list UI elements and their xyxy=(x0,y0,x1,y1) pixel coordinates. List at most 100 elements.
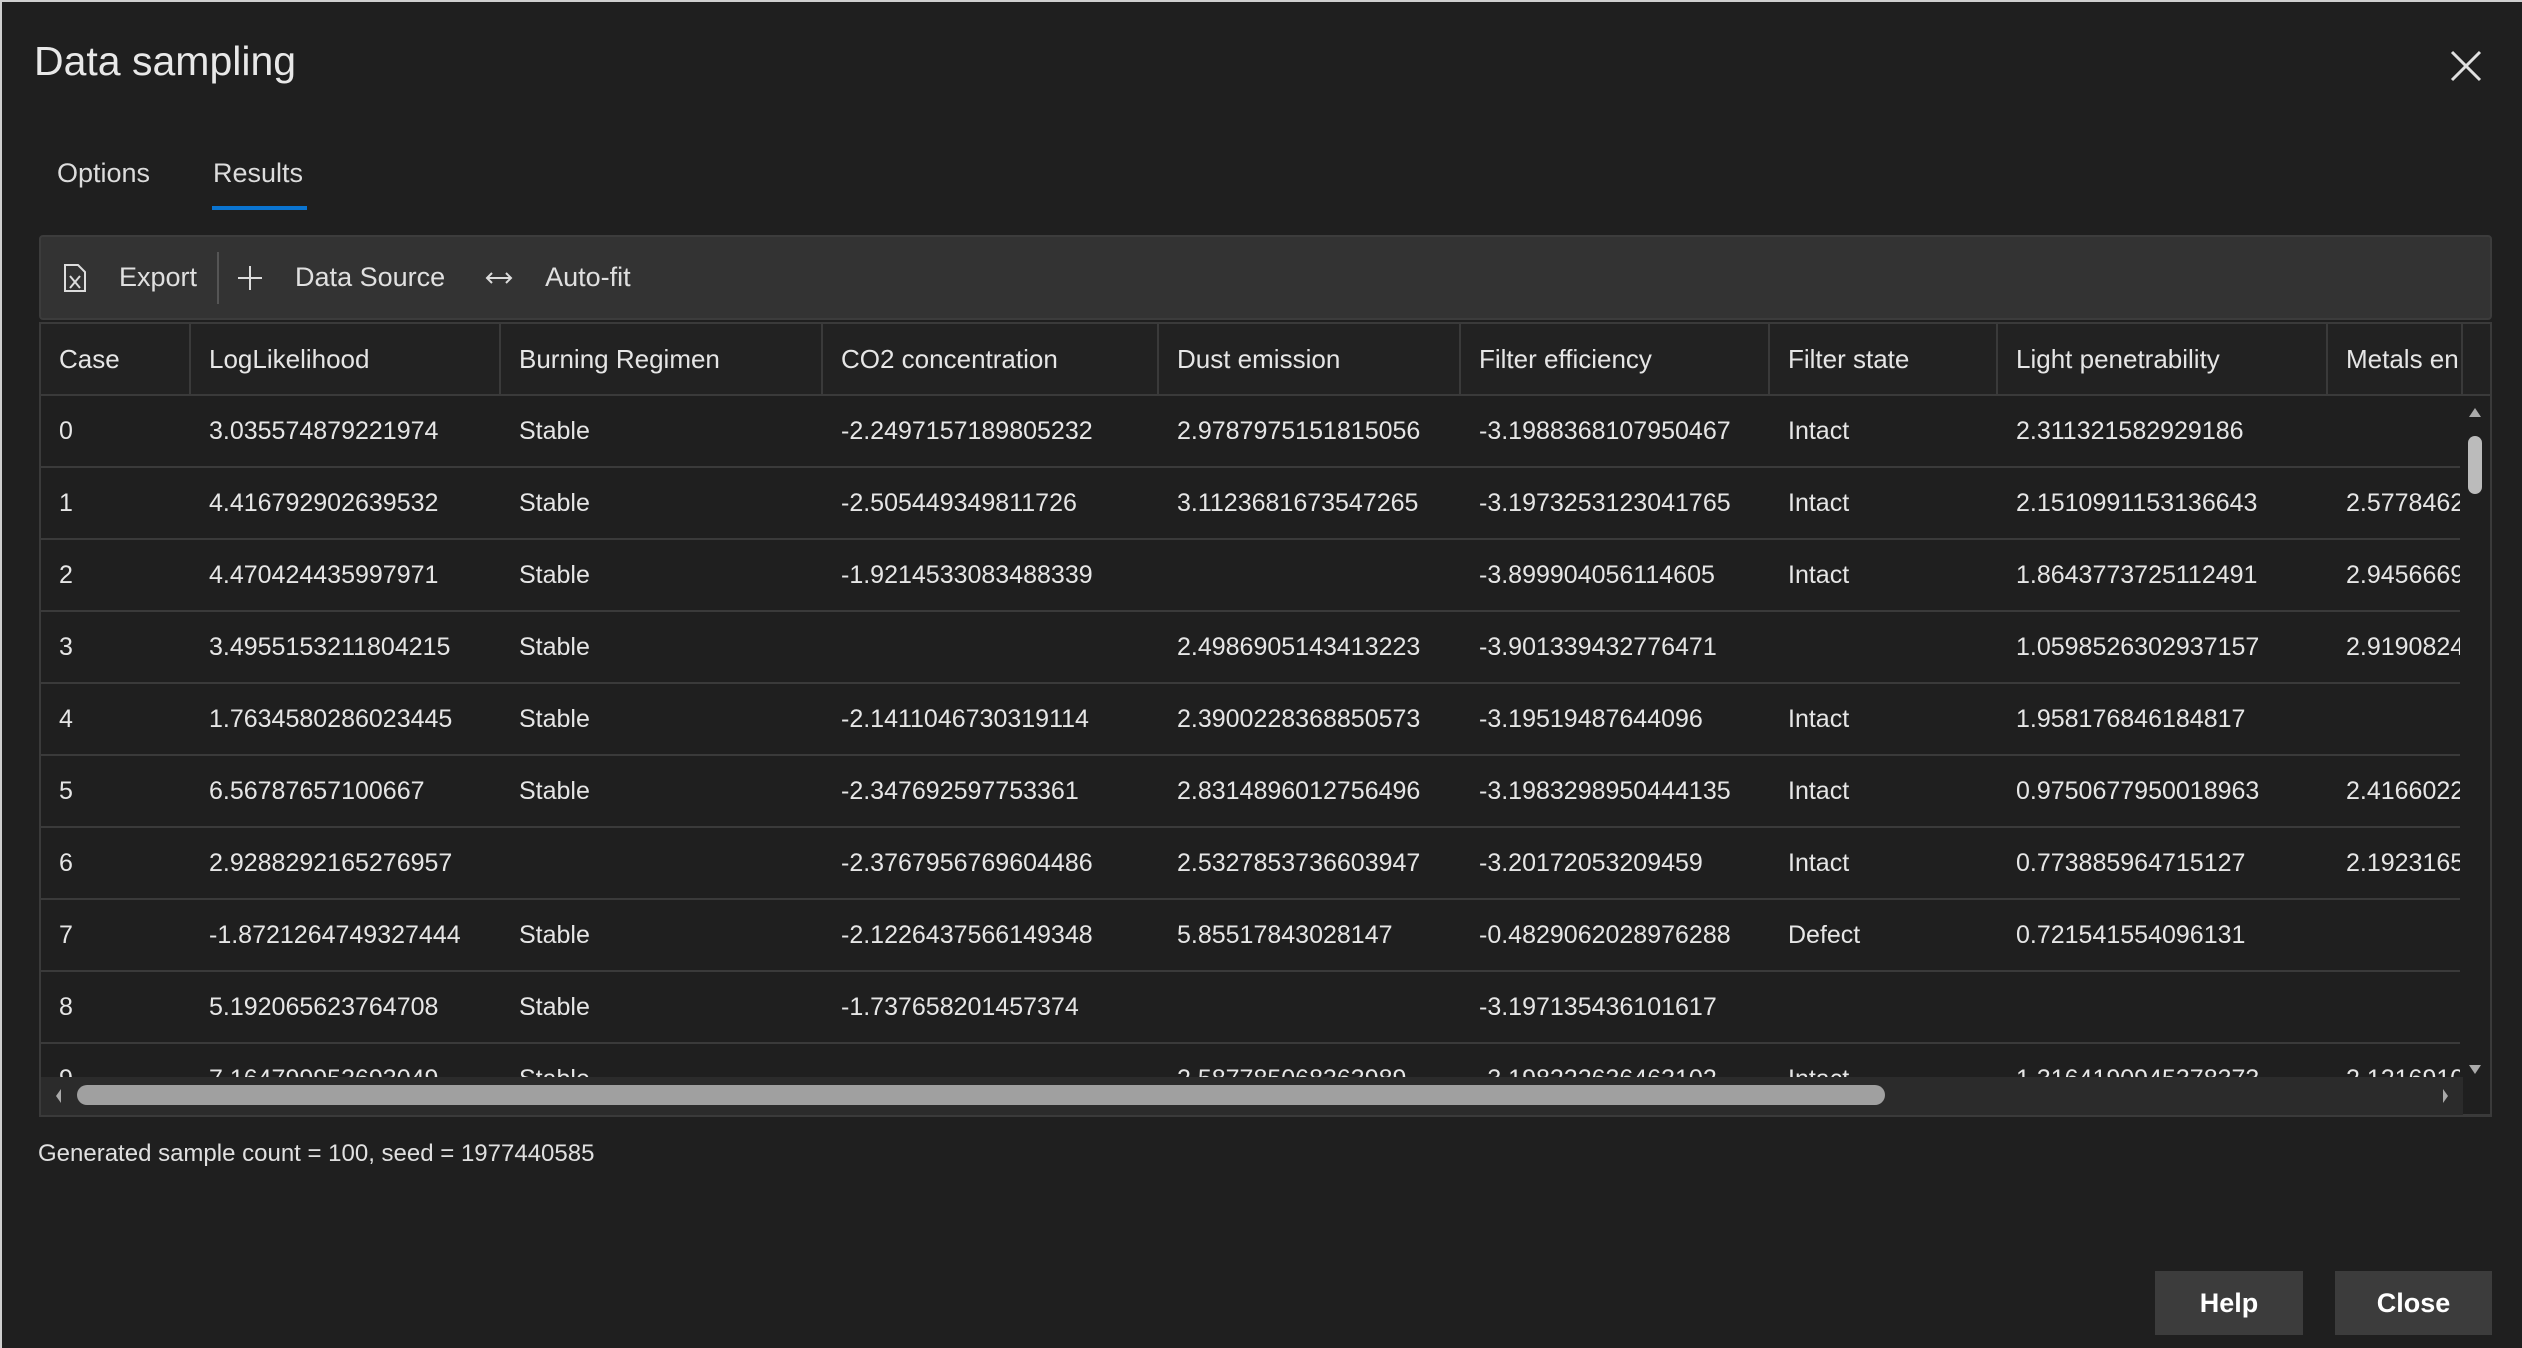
horizontal-arrows-icon xyxy=(485,271,513,284)
table-cell: -1.8721264749327444 xyxy=(209,920,461,949)
table-cell: 3 xyxy=(59,632,73,661)
table-row[interactable]: 6 2.9288292165276957 -2.3767956769604486 2.… xyxy=(41,828,2490,900)
column-header[interactable]: CO2 concentration xyxy=(823,324,1159,394)
table-cell xyxy=(2328,972,2463,1042)
table-cell: 3.035574879221974 xyxy=(209,416,439,445)
table-cell: -3.20172053209459 xyxy=(1479,848,1703,877)
table-cell xyxy=(2328,396,2463,466)
table-cell: 7 xyxy=(59,920,73,949)
table-cell: -3.1988368107950467 xyxy=(1479,416,1731,445)
table-cell: 2.9456669 xyxy=(2346,560,2463,589)
table-cell: 4.470424435997971 xyxy=(209,560,439,589)
table-cell: Defect xyxy=(1788,920,1861,949)
table-cell: 6.56787657100667 xyxy=(209,776,425,805)
toolbar: Export Data Source Auto-fit xyxy=(39,235,2492,320)
export-label: Export xyxy=(119,262,198,292)
table-cell: -1.9214533083488339 xyxy=(841,560,1093,589)
table-cell: -2.2497157189805232 xyxy=(841,416,1093,445)
table-cell: 8 xyxy=(59,992,73,1021)
auto-fit-button[interactable]: Auto-fit xyxy=(485,237,631,318)
table-cell xyxy=(1159,972,1461,1042)
table-cell: 1.8643773725112491 xyxy=(2016,560,2258,589)
table-cell: 2.1510991153136643 xyxy=(2016,488,2258,517)
table-cell: -3.1983298950444135 xyxy=(1479,776,1731,805)
column-header[interactable]: Filter state xyxy=(1770,324,1998,394)
column-header[interactable]: Light penetrability xyxy=(1998,324,2328,394)
excel-file-icon xyxy=(64,263,86,292)
table-cell: -3.19519487644096 xyxy=(1479,704,1703,733)
table-cell: 2.5778462 xyxy=(2346,488,2463,517)
table-cell: 2 xyxy=(59,560,73,589)
table-cell: -1.737658201457374 xyxy=(841,992,1079,1021)
table-cell xyxy=(1770,972,1998,1042)
table-cell: Stable xyxy=(519,632,590,661)
table-cell: 0.9750677950018963 xyxy=(2016,776,2260,805)
table-cell: Intact xyxy=(1788,776,1850,805)
table-cell: -3.1973253123041765 xyxy=(1479,488,1731,517)
table-cell: -0.4829062028976288 xyxy=(1479,920,1731,949)
table-cell: 2.3900228368850573 xyxy=(1177,704,1421,733)
table-row[interactable]: 5 6.56787657100667 Stable -2.34769259775336… xyxy=(41,756,2490,828)
table-cell: Intact xyxy=(1788,704,1850,733)
table-row[interactable]: 0 3.035574879221974 Stable -2.2497157189805… xyxy=(41,396,2490,468)
export-button[interactable]: Export xyxy=(41,237,197,318)
table-row[interactable]: 4 1.7634580286023445 Stable -2.141104673031… xyxy=(41,684,2490,756)
table-cell: 2.9787975151815056 xyxy=(1177,416,1421,445)
close-icon[interactable] xyxy=(2446,46,2486,86)
scroll-up-icon[interactable] xyxy=(2460,402,2490,422)
table-cell: 2.9190824 xyxy=(2346,632,2463,661)
scroll-down-icon[interactable] xyxy=(2460,1060,2490,1080)
table-cell: Intact xyxy=(1788,488,1850,517)
table-cell: 0.721541554096131 xyxy=(2016,920,2246,949)
table-cell: Intact xyxy=(1788,848,1850,877)
vertical-scroll-thumb[interactable] xyxy=(2468,436,2482,494)
table-cell: 5.85517843028147 xyxy=(1177,920,1393,949)
column-header[interactable]: Dust emission xyxy=(1159,324,1461,394)
table-cell: Stable xyxy=(519,992,590,1021)
horizontal-scrollbar[interactable] xyxy=(41,1077,2463,1115)
column-header[interactable]: Burning Regimen xyxy=(501,324,823,394)
table-cell: 6 xyxy=(59,848,73,877)
scroll-left-icon[interactable] xyxy=(47,1077,67,1115)
tab-results[interactable]: Results xyxy=(213,158,304,188)
table-cell: Intact xyxy=(1788,416,1850,445)
table-cell: 4 xyxy=(59,704,73,733)
table-cell: 3.4955153211804215 xyxy=(209,632,451,661)
table-row[interactable]: 1 4.416792902639532 Stable -2.5054493498117… xyxy=(41,468,2490,540)
table-cell: Intact xyxy=(1788,560,1850,589)
column-header[interactable]: LogLikelihood xyxy=(191,324,501,394)
column-header[interactable]: Filter efficiency xyxy=(1461,324,1770,394)
table-row[interactable]: 8 5.192065623764708 Stable -1.7376582014573… xyxy=(41,972,2490,1044)
table-cell: Stable xyxy=(519,920,590,949)
table-cell xyxy=(1159,540,1461,610)
active-tab-indicator xyxy=(212,206,307,210)
tab-options[interactable]: Options xyxy=(57,158,151,188)
table-cell: -2.1411046730319114 xyxy=(841,704,1089,733)
table-cell: -2.3767956769604486 xyxy=(841,848,1093,877)
data-source-button[interactable]: Data Source xyxy=(237,237,445,318)
table-cell: 2.4166022 xyxy=(2346,776,2463,805)
table-cell: -2.505449349811726 xyxy=(841,488,1077,517)
table-cell: 0 xyxy=(59,416,73,445)
column-header[interactable]: Metals en xyxy=(2328,324,2463,394)
horizontal-scroll-thumb[interactable] xyxy=(77,1085,1885,1105)
table-cell: Stable xyxy=(519,776,590,805)
table-cell: Stable xyxy=(519,416,590,445)
help-button[interactable]: Help xyxy=(2155,1271,2303,1335)
table-cell xyxy=(501,828,823,898)
table-row[interactable]: 3 3.4955153211804215 Stable 2.4986905143413… xyxy=(41,612,2490,684)
table-cell: -3.197135436101617 xyxy=(1479,992,1717,1021)
table-header: Case LogLikelihood Burning Regimen CO2 conc… xyxy=(41,324,2490,396)
close-button[interactable]: Close xyxy=(2335,1271,2492,1335)
table-row[interactable]: 2 4.470424435997971 Stable -1.9214533083488… xyxy=(41,540,2490,612)
status-text: Generated sample count = 100, seed = 197… xyxy=(38,1140,595,1167)
auto-fit-label: Auto-fit xyxy=(545,262,631,292)
data-source-label: Data Source xyxy=(295,262,446,292)
column-header[interactable]: Case xyxy=(41,324,191,394)
table-cell: 1.7634580286023445 xyxy=(209,704,453,733)
vertical-scrollbar[interactable] xyxy=(2460,396,2490,1080)
table-row[interactable]: 7 -1.8721264749327444 Stable -2.12264375661… xyxy=(41,900,2490,972)
plus-icon xyxy=(238,265,263,290)
table-cell xyxy=(1770,612,1998,682)
scroll-right-icon[interactable] xyxy=(2437,1077,2457,1115)
